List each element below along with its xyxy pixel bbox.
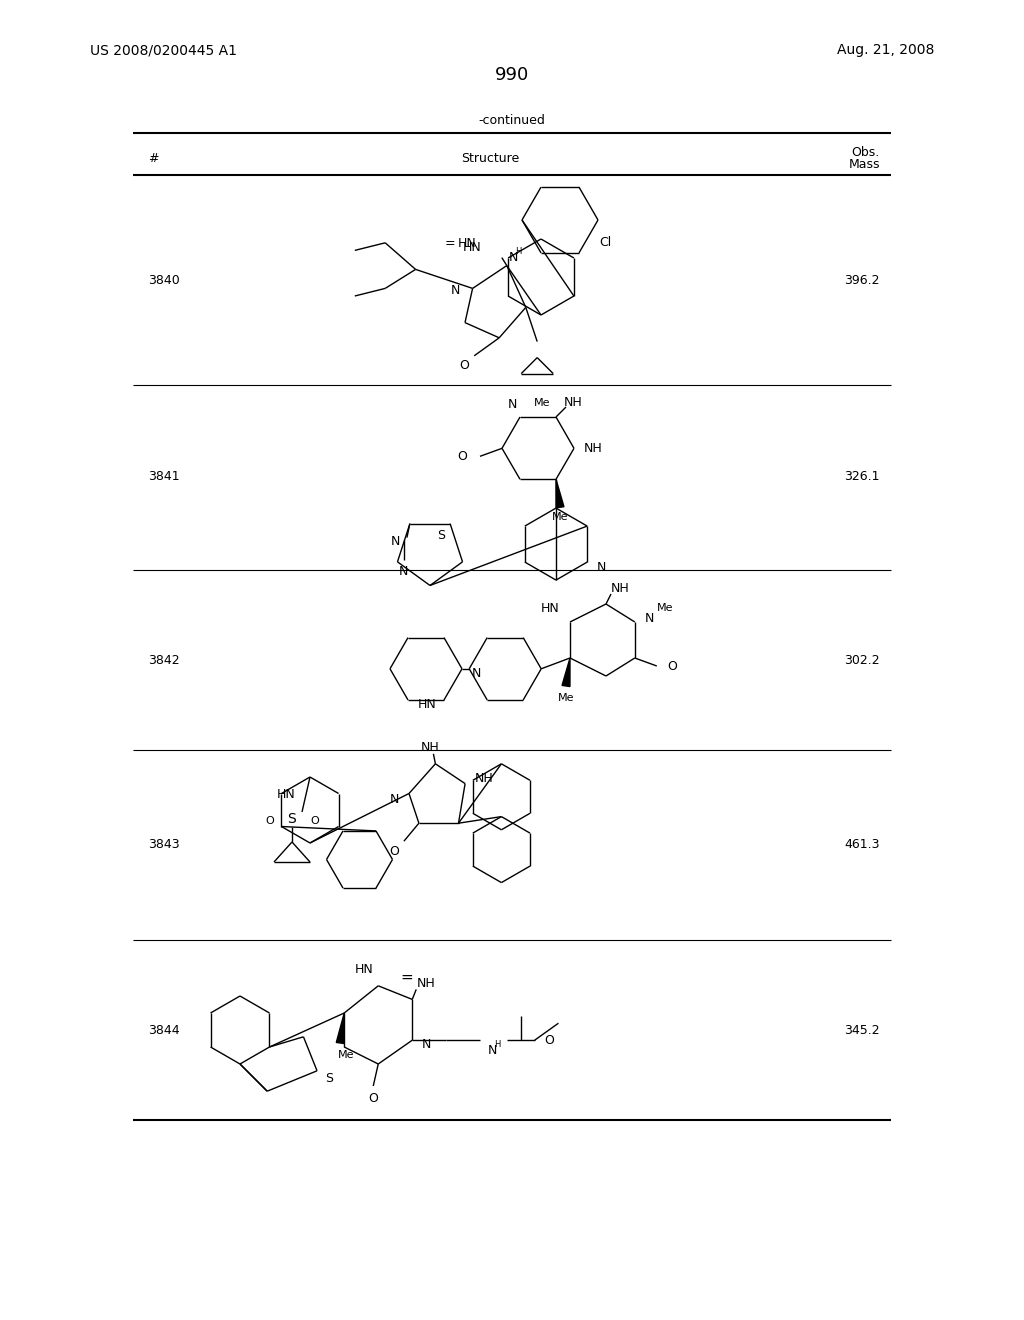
Text: HN: HN xyxy=(458,238,477,249)
Text: Obs.: Obs. xyxy=(852,145,880,158)
Text: Me: Me xyxy=(558,693,574,704)
Text: =: = xyxy=(400,970,414,985)
Text: NH: NH xyxy=(421,742,439,754)
Text: H: H xyxy=(495,1040,501,1048)
Text: 3840: 3840 xyxy=(148,273,180,286)
Text: Structure: Structure xyxy=(461,152,519,165)
Text: =: = xyxy=(444,238,455,249)
Text: NH: NH xyxy=(417,977,436,990)
Text: Me: Me xyxy=(338,1049,354,1060)
Text: 3843: 3843 xyxy=(148,838,179,851)
Polygon shape xyxy=(336,1012,344,1044)
Text: Me: Me xyxy=(656,603,674,612)
Polygon shape xyxy=(562,657,570,686)
Text: N: N xyxy=(509,251,518,264)
Text: NH: NH xyxy=(475,772,494,785)
Text: 3842: 3842 xyxy=(148,653,179,667)
Text: HN: HN xyxy=(542,602,560,615)
Text: Aug. 21, 2008: Aug. 21, 2008 xyxy=(837,44,934,57)
Text: Me: Me xyxy=(534,399,551,408)
Text: HN: HN xyxy=(278,788,296,801)
Text: Mass: Mass xyxy=(849,158,880,172)
Text: N: N xyxy=(507,399,517,412)
Text: O: O xyxy=(545,1034,555,1047)
Text: 3844: 3844 xyxy=(148,1023,179,1036)
Text: -continued: -continued xyxy=(478,114,546,127)
Text: N: N xyxy=(472,668,481,680)
Text: US 2008/0200445 A1: US 2008/0200445 A1 xyxy=(90,44,237,57)
Text: 345.2: 345.2 xyxy=(845,1023,880,1036)
Text: H: H xyxy=(515,247,521,256)
Text: O: O xyxy=(457,450,467,463)
Text: 302.2: 302.2 xyxy=(845,653,880,667)
Text: O: O xyxy=(310,816,318,826)
Text: O: O xyxy=(369,1092,378,1105)
Text: O: O xyxy=(459,359,469,372)
Text: 326.1: 326.1 xyxy=(845,470,880,483)
Text: NH: NH xyxy=(584,442,603,455)
Text: Cl: Cl xyxy=(599,236,611,249)
Text: N: N xyxy=(389,793,399,807)
Text: N: N xyxy=(597,561,606,574)
Text: S: S xyxy=(288,812,296,826)
Text: O: O xyxy=(667,660,677,672)
Text: N: N xyxy=(645,611,654,624)
Text: N: N xyxy=(452,284,461,297)
Text: HN: HN xyxy=(418,698,437,711)
Text: N: N xyxy=(399,565,409,578)
Text: NH: NH xyxy=(611,582,630,594)
Polygon shape xyxy=(556,479,564,508)
Text: O: O xyxy=(265,816,274,826)
Text: 461.3: 461.3 xyxy=(845,838,880,851)
Text: O: O xyxy=(389,845,399,858)
Text: S: S xyxy=(437,529,445,543)
Text: HN: HN xyxy=(354,964,373,977)
Text: #: # xyxy=(148,152,159,165)
Text: 3841: 3841 xyxy=(148,470,179,483)
Text: 990: 990 xyxy=(495,66,529,84)
Text: N: N xyxy=(488,1044,498,1057)
Text: NH: NH xyxy=(564,396,583,409)
Text: Me: Me xyxy=(552,512,568,523)
Text: S: S xyxy=(325,1072,333,1085)
Text: N: N xyxy=(422,1038,432,1051)
Text: N: N xyxy=(391,535,400,548)
Text: HN: HN xyxy=(463,242,482,253)
Text: 396.2: 396.2 xyxy=(845,273,880,286)
